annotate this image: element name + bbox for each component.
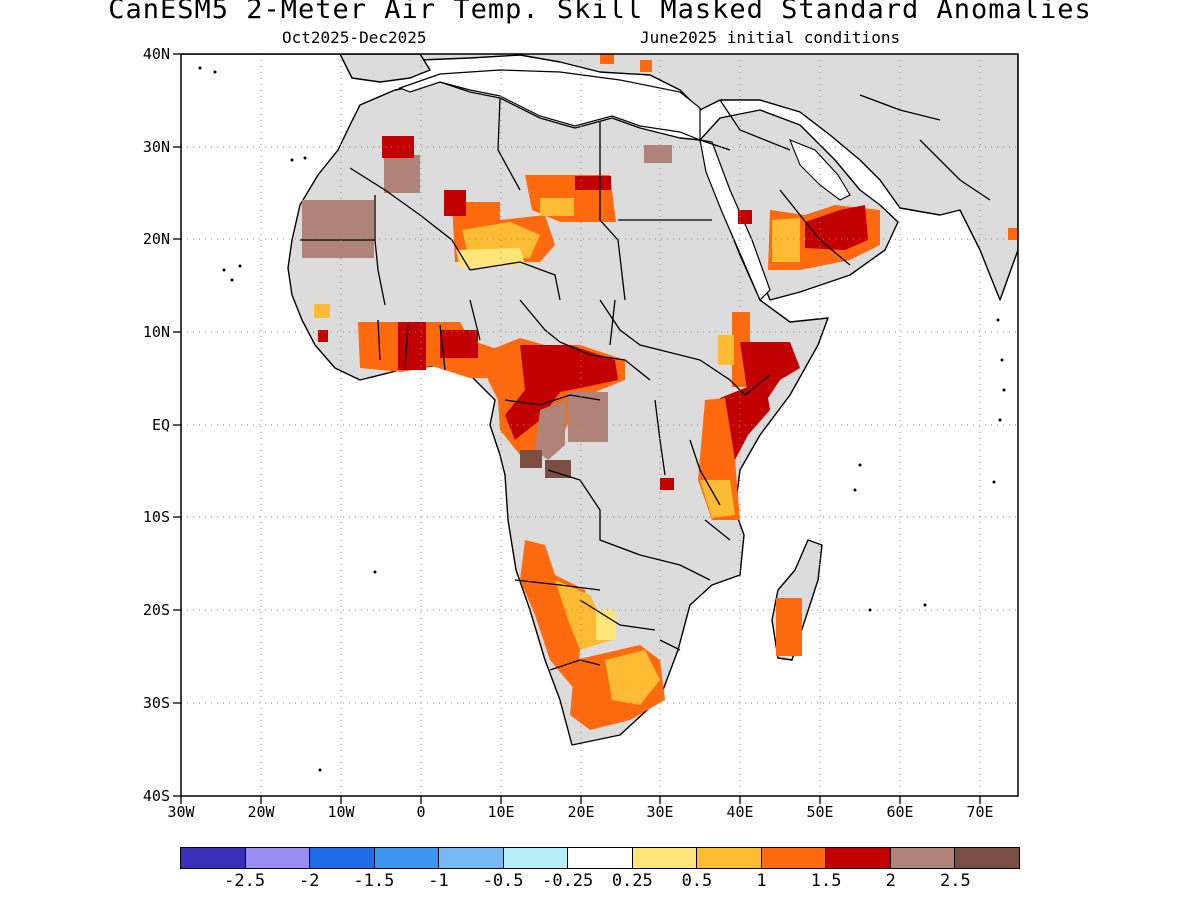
- lon-tick-label: 20E: [567, 803, 595, 821]
- colorbar-label: -1: [428, 871, 449, 891]
- anomaly-patch: [520, 540, 590, 690]
- lon-tick-label: 40E: [726, 803, 754, 821]
- lat-tick-label: EQ: [151, 416, 170, 434]
- colorbar-swatch: [245, 848, 311, 868]
- colorbar-label: -1.5: [353, 871, 395, 891]
- map-title: CanESM5 2-Meter Air Temp. Skill Masked S…: [108, 0, 1092, 25]
- anomaly-patch: [440, 330, 478, 358]
- anomaly-patch: [640, 60, 652, 72]
- colorbar-swatch: [697, 848, 762, 868]
- anomaly-patch: [644, 145, 672, 163]
- colorbar-label: -0.25: [542, 871, 594, 891]
- forecast-period: Oct2025-Dec2025: [282, 28, 427, 47]
- tick-marks: [173, 53, 981, 804]
- anomaly-patch: [318, 330, 328, 342]
- anomaly-patch: [568, 392, 608, 442]
- anomaly-patch: [600, 54, 614, 64]
- lat-tick-label: 10N: [142, 323, 170, 341]
- lon-tick-label: 10W: [327, 803, 355, 821]
- anomaly-patch: [540, 198, 574, 216]
- anomaly-patch: [772, 218, 800, 262]
- persian-gulf: [789, 139, 851, 201]
- colorbar-label: 1.5: [810, 871, 842, 891]
- lon-tick-label: 70E: [966, 803, 994, 821]
- anomaly-patch: [545, 460, 571, 478]
- anomaly-patch: [805, 205, 868, 250]
- anomaly-patch: [660, 478, 674, 490]
- lon-tick-label: 30W: [167, 803, 195, 821]
- colorbar-label: 0.25: [611, 871, 653, 891]
- lon-tick-label: 50E: [806, 803, 834, 821]
- anomaly-patch: [605, 650, 660, 705]
- colorbar-label: -2.5: [224, 871, 266, 891]
- lat-tick-label: 40N: [142, 45, 170, 63]
- anomaly-patch: [520, 450, 542, 468]
- islands: [198, 66, 1006, 772]
- anomaly-patch: [535, 400, 565, 460]
- colorbar-swatch: [503, 848, 569, 868]
- iberia-landmass: [339, 54, 431, 83]
- anomaly-patch: [575, 176, 611, 190]
- colorbar-swatch: [310, 848, 375, 868]
- map-layer: [181, 54, 1018, 796]
- anomaly-patch: [456, 248, 525, 268]
- colorbar-label: 0.5: [681, 871, 713, 891]
- eurasia-landmass: [181, 54, 1018, 301]
- colorbar-swatch: [826, 848, 891, 868]
- anomaly-patch: [738, 210, 752, 224]
- colorbar-swatch: [890, 848, 956, 868]
- colorbar-swatch: [374, 848, 440, 868]
- lat-tick-label: 40S: [142, 787, 170, 805]
- lat-tick-label: 30N: [142, 138, 170, 156]
- lon-tick-label: 60E: [886, 803, 914, 821]
- anomaly-patch: [1008, 228, 1018, 240]
- anomaly-patch: [776, 598, 802, 656]
- anomaly-patch: [720, 380, 770, 460]
- colorbar-swatch: [632, 848, 698, 868]
- colorbar-label: 2.5: [940, 871, 971, 891]
- initial-conditions: June2025 initial conditions: [640, 28, 901, 47]
- lat-tick-label: 30S: [142, 694, 170, 712]
- colorbar-swatch: [568, 848, 633, 868]
- lon-tick-label: 10E: [487, 803, 515, 821]
- colorbar-label: -0.5: [482, 871, 524, 891]
- colorbar-label: 1: [756, 871, 767, 891]
- anomaly-patch: [505, 345, 618, 440]
- anomaly-patch: [718, 335, 734, 365]
- colorbar-swatch: [761, 848, 827, 868]
- lat-tick-label: 10S: [142, 508, 170, 526]
- colorbar-label: -2: [298, 871, 320, 891]
- anomaly-patches: [302, 54, 1018, 730]
- lon-tick-label: 30E: [646, 803, 674, 821]
- red-sea: [699, 139, 771, 302]
- colorbar-swatch: [955, 848, 1019, 868]
- lat-tick-label: 20N: [142, 230, 170, 248]
- anomaly-patch: [314, 304, 330, 318]
- colorbar-swatch: [439, 848, 504, 868]
- anomaly-patch: [444, 190, 466, 216]
- anomaly-patch: [384, 155, 420, 193]
- lon-tick-label: 20W: [247, 803, 275, 821]
- gridlines: [181, 54, 1018, 796]
- colorbar-label: 2: [885, 871, 896, 891]
- lat-tick-label: 20S: [142, 601, 170, 619]
- anomaly-patch: [596, 610, 616, 640]
- anomaly-patch: [302, 200, 374, 258]
- anomaly-patch: [398, 322, 426, 370]
- anomaly-patch: [700, 480, 735, 518]
- colorbar-swatch: [181, 848, 246, 868]
- mediterranean-sea: [398, 69, 701, 141]
- lon-tick-label: 0: [416, 803, 426, 821]
- colorbar: [180, 847, 1020, 869]
